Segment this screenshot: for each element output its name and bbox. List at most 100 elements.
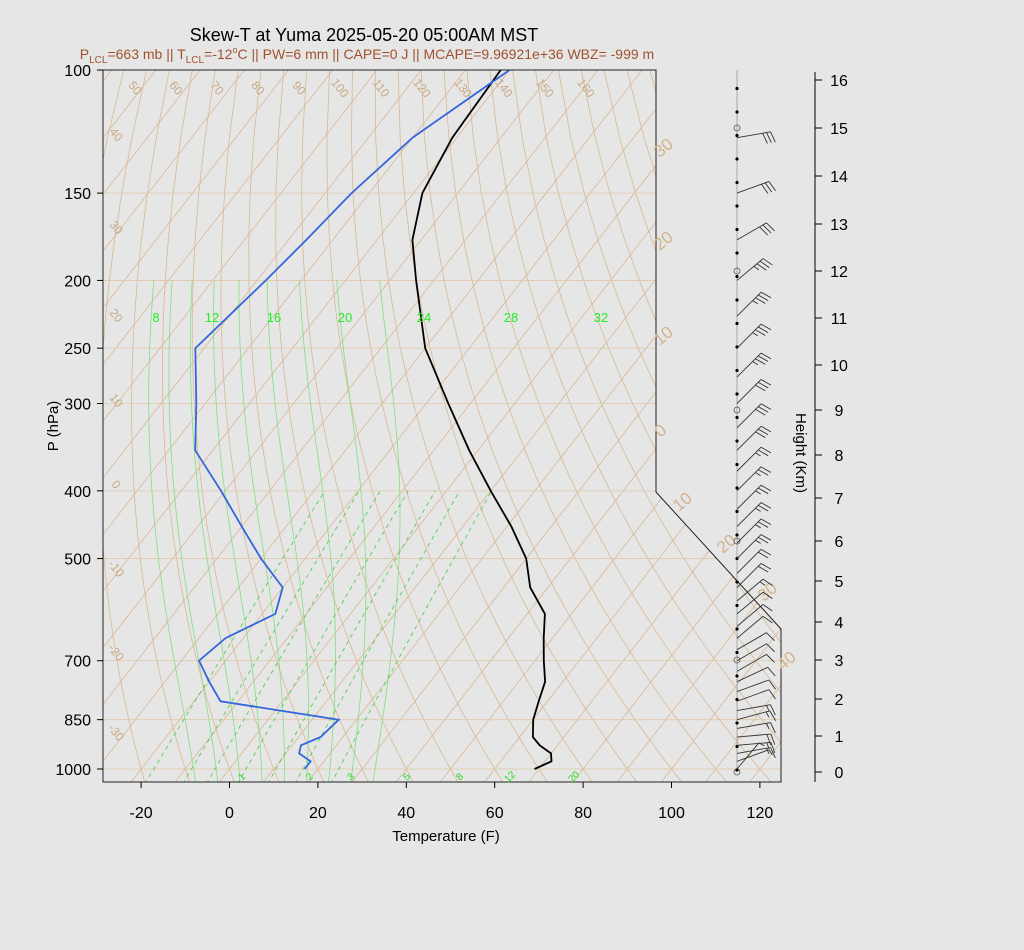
wind-barb-staff xyxy=(736,710,770,721)
wind-level-dot xyxy=(735,627,739,631)
moist-adiabat-line xyxy=(189,280,241,782)
wind-barb-feather xyxy=(762,591,773,599)
wind-barb-staff xyxy=(736,222,767,241)
wind-barb-feather xyxy=(762,616,773,624)
wind-level-dot xyxy=(735,509,739,514)
wind-barb-feather xyxy=(770,733,776,745)
wind-level-dot xyxy=(735,533,739,537)
wind-barb-feather xyxy=(757,449,769,457)
wind-level-dot xyxy=(735,180,739,185)
wind-level-dot xyxy=(735,368,739,373)
wind-barb-staff xyxy=(736,578,764,602)
wind-barb-feather xyxy=(770,742,776,754)
isotherm-line xyxy=(103,70,245,782)
pressure-tick-label: 300 xyxy=(64,397,91,414)
wind-level-dot xyxy=(735,392,739,396)
pressure-tick-label: 700 xyxy=(64,654,91,671)
wind-barb-half-feather xyxy=(766,723,770,730)
wind-barb-feather xyxy=(770,747,776,759)
wind-barb-half-feather xyxy=(755,490,761,495)
pressure-tick-label: 100 xyxy=(64,63,91,80)
wind-barb-staff xyxy=(736,466,762,492)
dry-adiabat-line xyxy=(535,70,781,782)
wind-barb-feather xyxy=(766,654,775,663)
wind-level-dot xyxy=(735,110,739,114)
isotherm-line xyxy=(350,70,781,782)
wind-barb-feather xyxy=(764,182,773,193)
height-tick-label: 11 xyxy=(831,311,848,328)
isotherm-line xyxy=(129,70,687,782)
moist-adiabat-line xyxy=(299,280,336,782)
temperature-tick-label: 80 xyxy=(574,805,592,822)
height-tick-label: 0 xyxy=(835,765,844,782)
wind-barb-staff xyxy=(736,563,762,588)
subtitle-lcl-p-prefix: P xyxy=(80,46,89,62)
dry-adiabat-line xyxy=(558,70,781,782)
pressure-tick-label: 250 xyxy=(64,341,91,358)
height-ring-marker xyxy=(733,124,741,132)
temperature-tick-label: 20 xyxy=(309,805,327,822)
wind-level-dot xyxy=(735,157,739,161)
wind-barb-feather xyxy=(761,183,769,194)
dry-adiabat-line xyxy=(301,70,460,782)
wind-barb-feather xyxy=(762,224,772,234)
wind-barb-feather xyxy=(757,428,769,436)
subtitle-lcl-p-sub: LCL xyxy=(89,55,108,66)
wind-barb-staff xyxy=(736,653,767,672)
isotherm-line xyxy=(615,70,781,782)
wind-level-dot xyxy=(735,768,739,772)
wind-barb-staff xyxy=(736,258,764,281)
wind-barb-feather xyxy=(755,297,766,304)
wind-barb-staff xyxy=(736,616,764,639)
wind-barb-feather xyxy=(755,384,766,392)
plot-frame-layer xyxy=(97,69,782,788)
wind-barb-feather xyxy=(760,323,772,331)
subtitle-lcl-t-prefix: T xyxy=(177,46,186,62)
dry-adiabat-line xyxy=(31,70,101,784)
isotherm-line xyxy=(925,70,1024,784)
height-ring-marker xyxy=(733,267,741,275)
moist-adiabat-line xyxy=(238,280,285,782)
isotherm-line xyxy=(1014,70,1024,784)
wind-barb-staff xyxy=(736,666,769,683)
wind-barb-staff xyxy=(736,679,770,693)
wind-barb-feather xyxy=(757,469,769,476)
wind-barb-feather xyxy=(760,446,772,454)
isotherm-line xyxy=(659,70,781,782)
wind-barb-feather xyxy=(757,487,769,495)
x-axis-label: Temperature (F) xyxy=(392,828,500,845)
dry-adiabat-line xyxy=(220,70,325,782)
wind-barb-feather xyxy=(760,425,772,433)
wind-barb-half-feather xyxy=(752,332,759,337)
wind-level-dot xyxy=(735,274,739,279)
wind-level-dot xyxy=(735,603,739,608)
pressure-tick-label: 150 xyxy=(64,186,91,203)
wind-barb-staff xyxy=(736,446,762,472)
wind-barb-feather xyxy=(760,502,772,509)
wind-barb-feather xyxy=(757,504,769,512)
wind-barb-feather xyxy=(757,406,769,413)
wind-barb-staff xyxy=(736,352,762,378)
wind-level-dot xyxy=(735,227,739,232)
isotherm-line xyxy=(837,70,1024,784)
isotherm-line xyxy=(527,70,781,782)
wind-barb-feather xyxy=(762,258,773,266)
wind-barb-staff xyxy=(736,591,764,615)
height-tick-label: 15 xyxy=(830,121,848,138)
temperature-tick-label: 0 xyxy=(225,805,234,822)
wind-barb-staff xyxy=(736,484,762,510)
wind-barb-staff xyxy=(736,518,762,544)
isotherm-line xyxy=(748,70,781,782)
wind-level-dot xyxy=(735,697,739,702)
wind-barb-feather xyxy=(760,548,772,556)
wind-barb-feather xyxy=(768,689,776,700)
wind-barb-staff xyxy=(736,643,767,662)
wind-barb-feather xyxy=(759,226,768,236)
plot-area xyxy=(103,70,781,782)
height-tick-label: 8 xyxy=(835,448,844,465)
wind-barb-feather xyxy=(760,518,772,526)
wind-barb-half-feather xyxy=(753,265,760,271)
wind-level-dot xyxy=(735,462,739,467)
wind-barb-half-feather xyxy=(752,361,759,366)
isotherm-line xyxy=(103,70,334,782)
